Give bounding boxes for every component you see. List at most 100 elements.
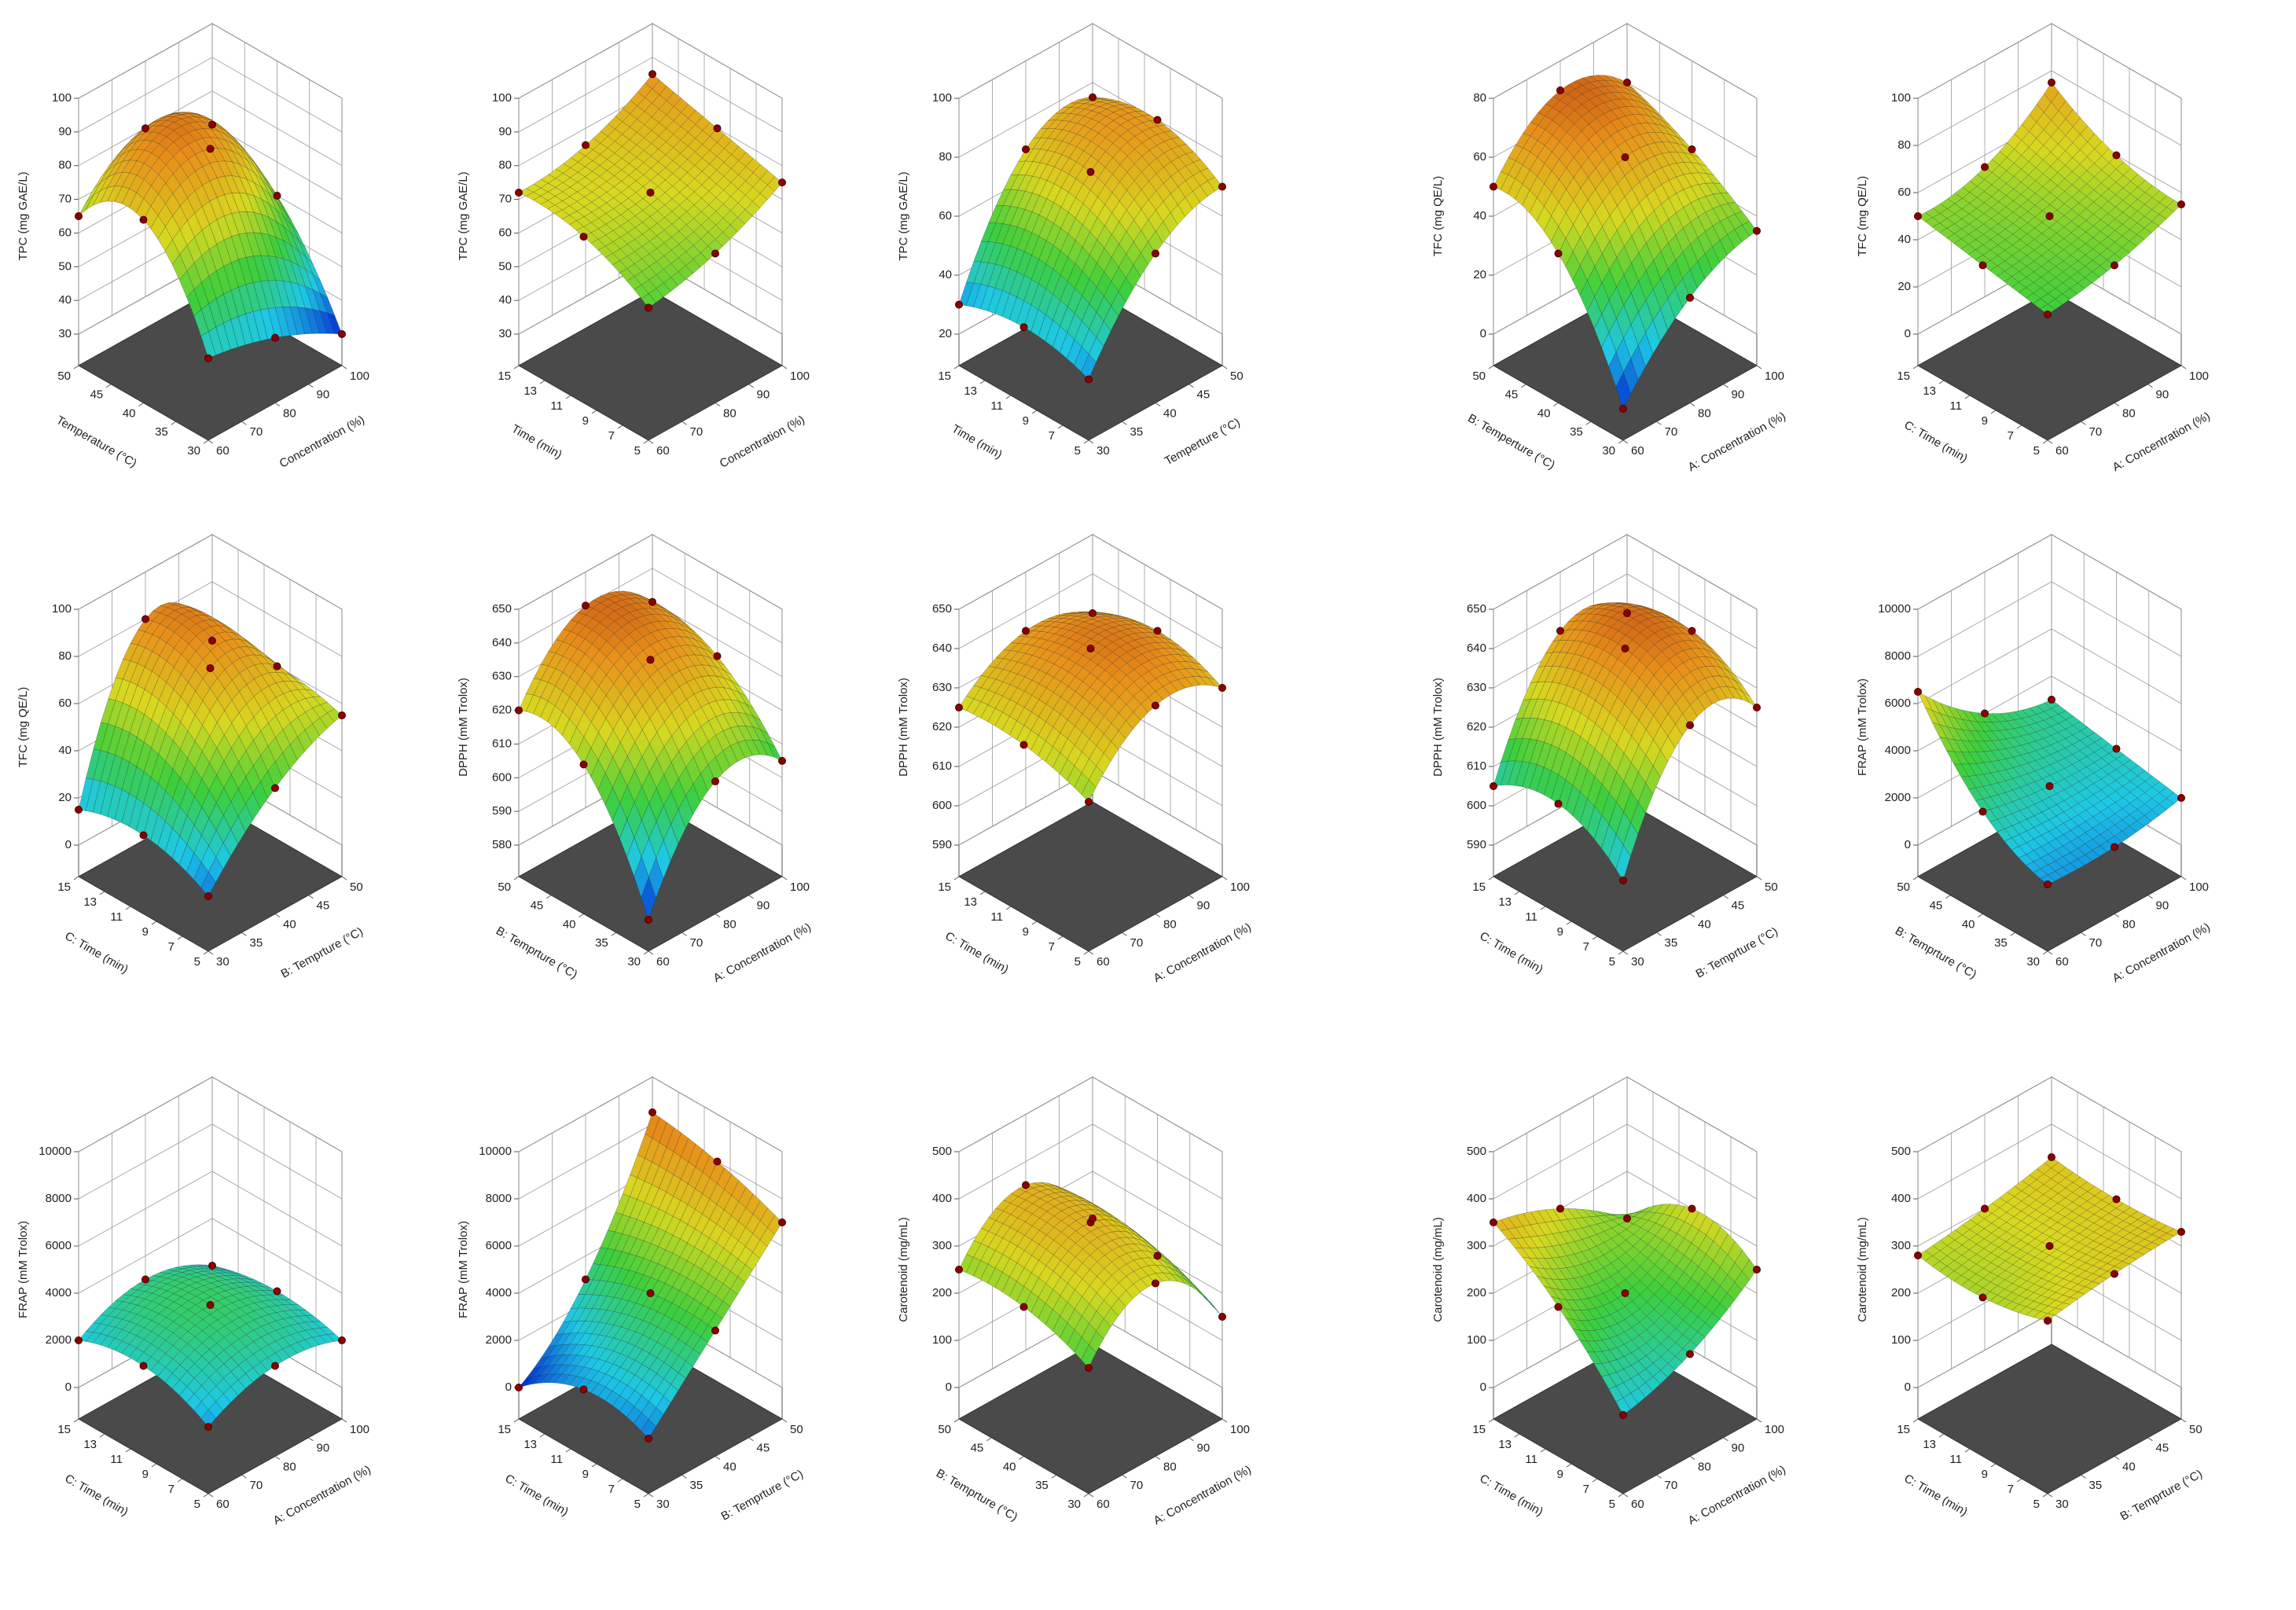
design-point [778, 756, 786, 765]
surface-patch [200, 331, 216, 358]
design-point [1152, 701, 1159, 710]
x-tick [1723, 384, 1728, 388]
y-tick [1566, 921, 1572, 925]
y-axis-label: B: Temperture (°C) [1465, 411, 1557, 472]
z-tick-label: 6000 [1885, 697, 1911, 710]
z-axis-label: TPC (mg GAE/L) [457, 171, 470, 260]
surface-patch [1081, 354, 1097, 380]
design-point [208, 1262, 216, 1270]
z-tick-label: 90 [58, 125, 72, 138]
z-tick-label: 4000 [46, 1286, 72, 1299]
design-point [2177, 794, 2185, 802]
y-tick-label: 13 [83, 895, 97, 909]
x-tick-label: 80 [283, 406, 296, 420]
x-tick [2081, 932, 2086, 936]
y-tick-label: 11 [990, 910, 1003, 924]
y-tick-label: 13 [964, 384, 977, 398]
y-tick [1488, 365, 1494, 369]
x-tick-label: 60 [1097, 1498, 1110, 1511]
x-tick-label: 70 [690, 936, 703, 950]
x-tick [1221, 876, 1228, 880]
design-point [141, 124, 149, 133]
z-tick-label: 630 [492, 670, 512, 683]
y-tick [643, 439, 649, 444]
design-point [778, 178, 786, 187]
z-tick-label: 2000 [1885, 791, 1911, 804]
y-axis-label: B: Temprture (°C) [1893, 924, 1978, 982]
x-tick [2114, 913, 2120, 917]
x-tick-label: 40 [1163, 406, 1177, 420]
y-tick-label: 30 [1067, 1498, 1081, 1511]
y-tick [1592, 935, 1598, 940]
y-tick [1083, 1493, 1089, 1498]
y-tick-label: 40 [1537, 406, 1551, 420]
y-tick-label: 7 [168, 1483, 174, 1496]
y-tick [203, 950, 209, 955]
y-tick [953, 1418, 960, 1423]
x-tick-label: 30 [216, 955, 230, 969]
x-tick-label: 50 [790, 1423, 803, 1436]
y-tick [513, 876, 520, 880]
y-tick [177, 935, 183, 940]
y-tick-label: 9 [142, 925, 149, 939]
z-tick-label: 40 [498, 293, 512, 307]
design-point [273, 191, 281, 200]
x-tick-label: 80 [723, 406, 737, 420]
design-point [271, 1362, 279, 1370]
design-point [141, 615, 149, 623]
x-tick [1155, 1456, 1161, 1460]
z-tick-label: 650 [1467, 602, 1486, 616]
y-tick [151, 1463, 157, 1468]
design-point [1621, 153, 1629, 161]
y-tick [565, 1448, 571, 1453]
design-point [515, 706, 523, 715]
z-tick-label: 60 [939, 209, 952, 222]
design-point [139, 215, 148, 224]
y-tick [1083, 439, 1089, 444]
y-tick-label: 13 [523, 384, 537, 398]
z-tick-label: 40 [58, 293, 72, 307]
y-tick [1083, 950, 1089, 955]
y-tick-label: 9 [1023, 925, 1029, 939]
z-tick-label: 4000 [1885, 744, 1911, 757]
design-point [1086, 167, 1095, 176]
y-tick [203, 1493, 209, 1498]
design-point [338, 330, 346, 338]
x-tick [2147, 384, 2153, 388]
x-tick [241, 1474, 247, 1479]
y-tick [1553, 402, 1559, 406]
x-tick-label: 100 [1765, 369, 1784, 383]
y-tick-label: 15 [938, 369, 951, 383]
y-axis-label: B: Temprture (°C) [934, 1467, 1019, 1524]
x-tick [1689, 402, 1695, 406]
design-point [713, 1157, 722, 1166]
design-point [208, 120, 216, 129]
y-tick [979, 380, 986, 384]
design-point [1019, 323, 1028, 332]
x-tick-label: 70 [1665, 425, 1678, 439]
x-tick [1656, 932, 1662, 936]
z-tick-label: 100 [932, 1333, 952, 1347]
design-point [1981, 163, 1989, 171]
design-point [75, 806, 83, 814]
z-tick-label: 80 [939, 150, 952, 164]
z-tick-label: 10000 [39, 1145, 72, 1158]
z-tick-label: 580 [492, 838, 512, 851]
z-tick-label: 630 [1467, 681, 1486, 694]
x-tick [681, 932, 687, 936]
x-tick [2047, 950, 2053, 955]
x-tick [1689, 913, 1695, 917]
z-tick-label: 500 [932, 1145, 952, 1158]
design-point [1619, 877, 1627, 884]
x-tick [1088, 439, 1094, 444]
z-tick-label: 70 [498, 193, 512, 206]
z-tick-label: 40 [1897, 233, 1911, 246]
x-tick-label: 60 [2055, 955, 2069, 969]
y-tick-label: 11 [990, 399, 1003, 413]
y-tick-label: 45 [1930, 899, 1943, 913]
design-point [955, 704, 963, 711]
design-point [646, 656, 655, 664]
x-tick [274, 402, 281, 406]
